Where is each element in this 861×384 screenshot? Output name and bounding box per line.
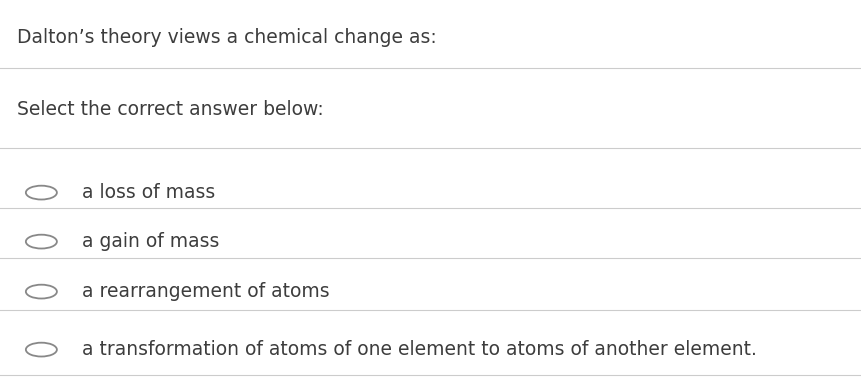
Text: Dalton’s theory views a chemical change as:: Dalton’s theory views a chemical change … — [17, 28, 437, 47]
Text: a rearrangement of atoms: a rearrangement of atoms — [82, 282, 329, 301]
Text: Select the correct answer below:: Select the correct answer below: — [17, 100, 324, 119]
Text: a loss of mass: a loss of mass — [82, 183, 215, 202]
Text: a gain of mass: a gain of mass — [82, 232, 219, 251]
Text: a transformation of atoms of one element to atoms of another element.: a transformation of atoms of one element… — [82, 340, 756, 359]
